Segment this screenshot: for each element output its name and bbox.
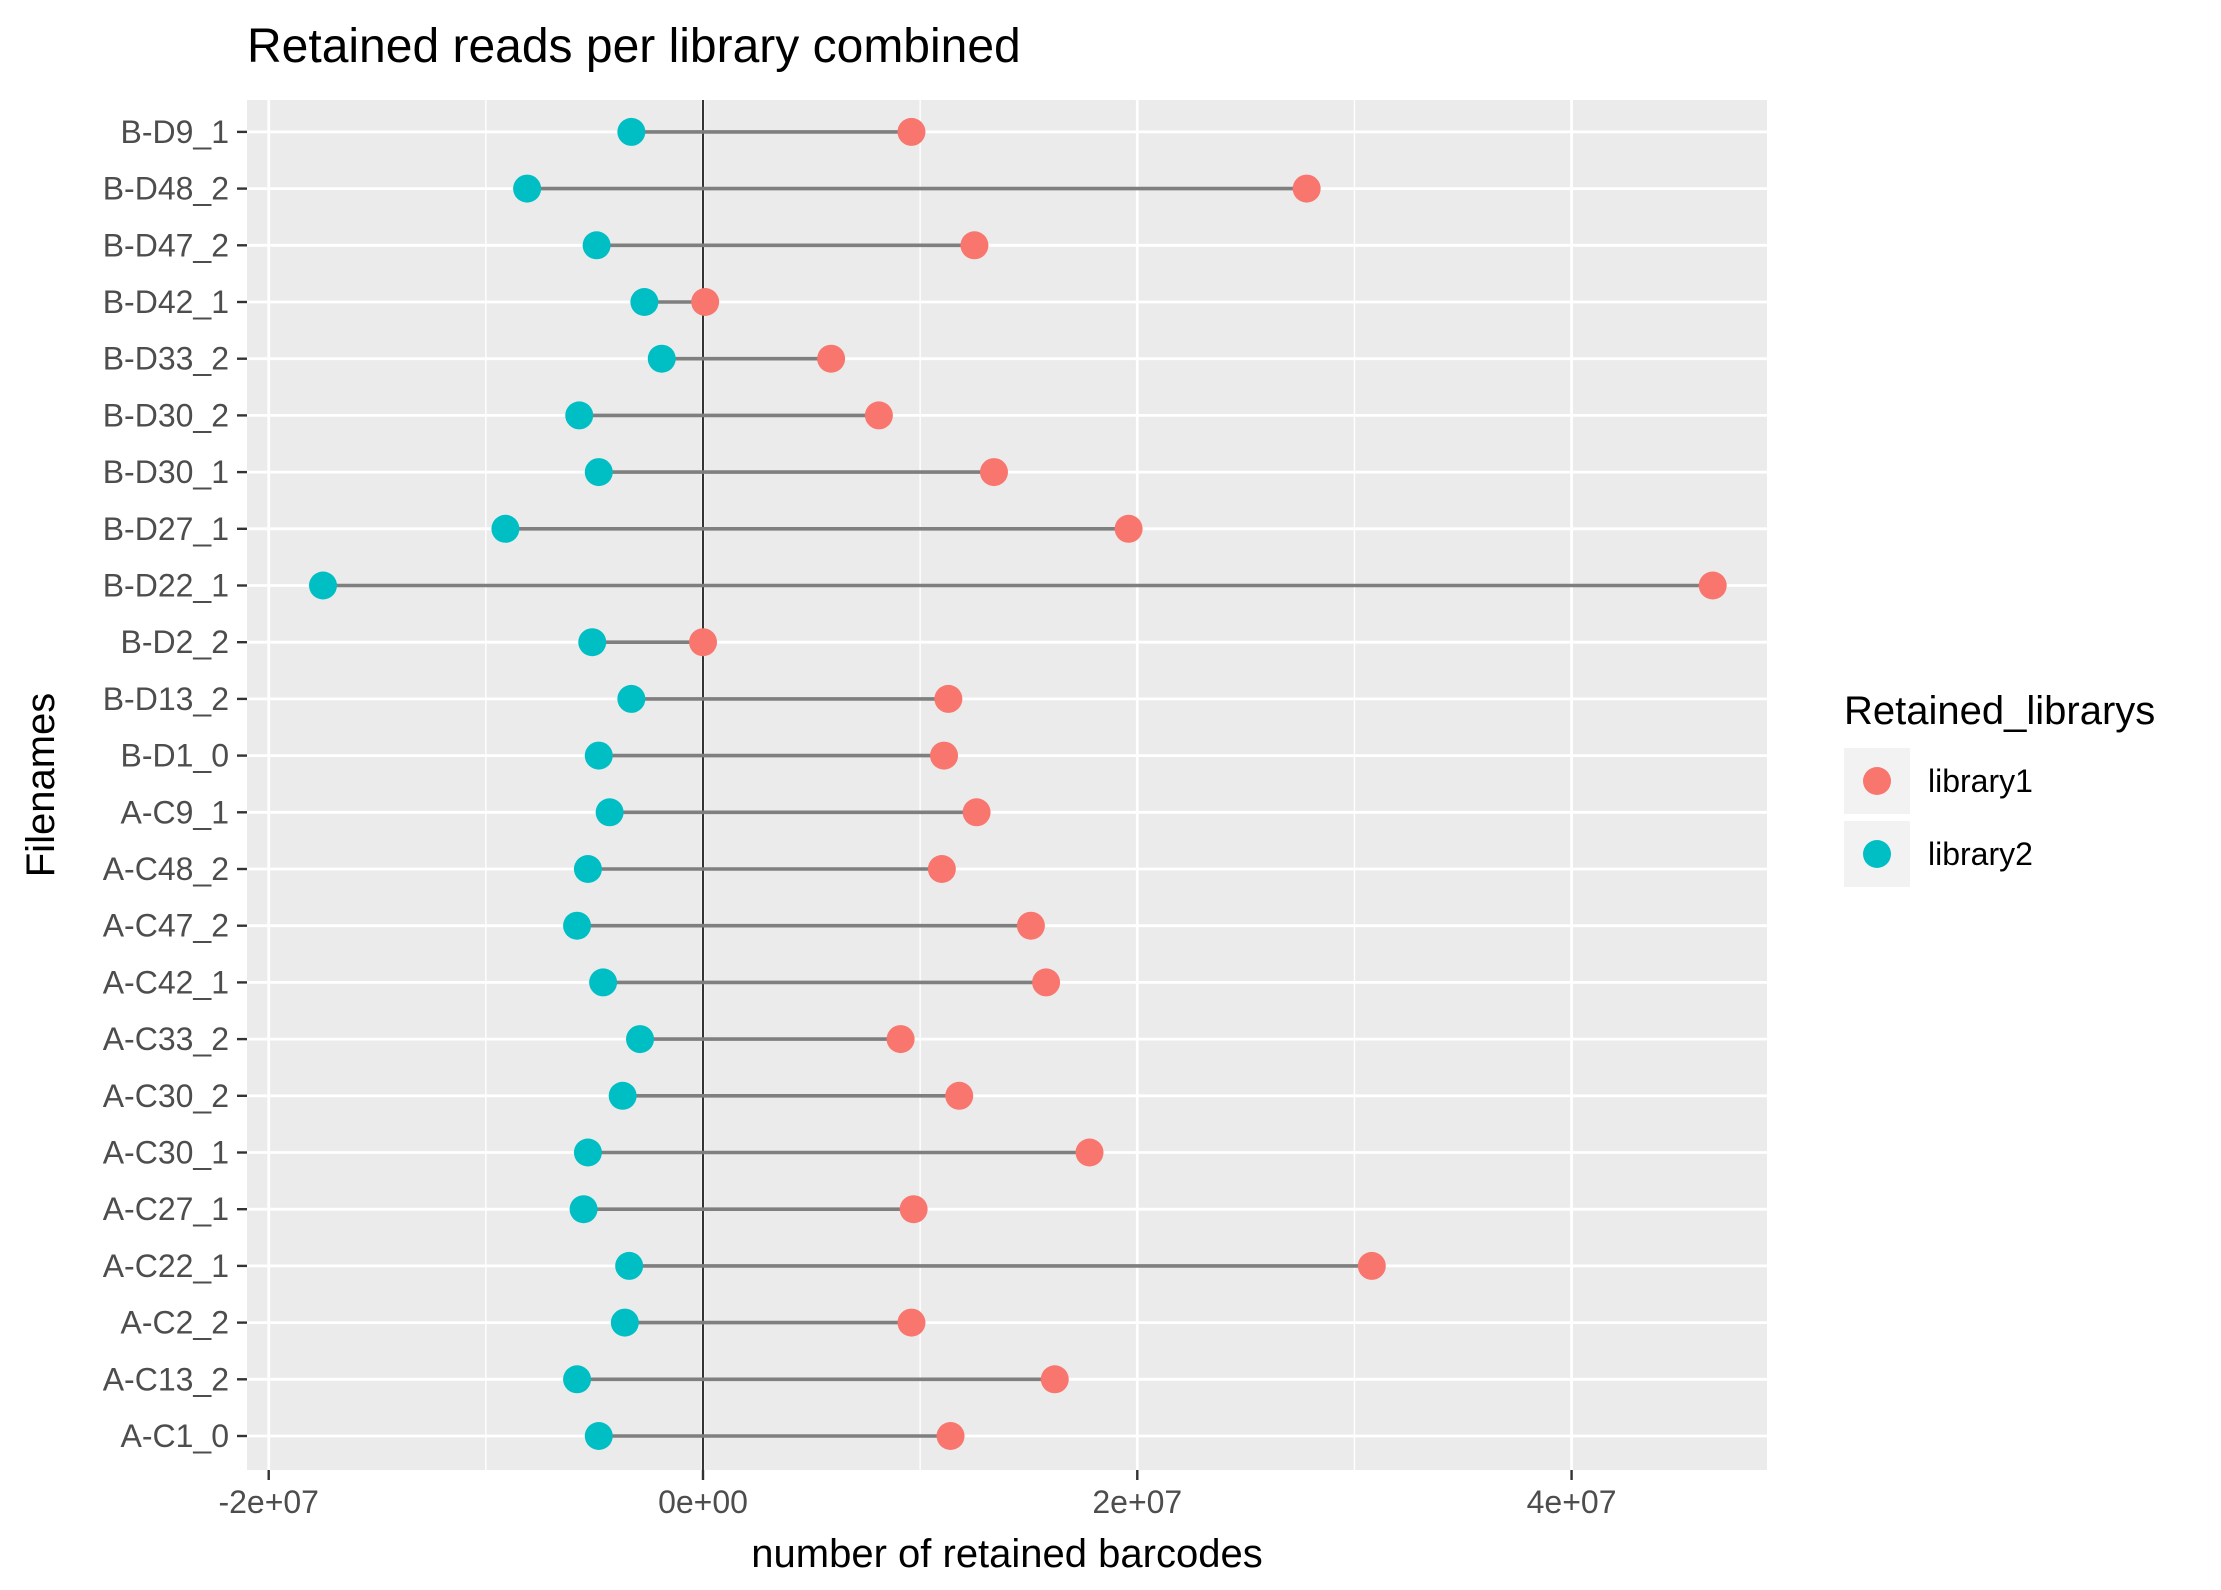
point-library2-A-C42_1 xyxy=(589,968,618,997)
x-tick-label: 0e+00 xyxy=(658,1484,748,1520)
point-library1-A-C30_1 xyxy=(1075,1138,1104,1167)
y-axis: A-C1_0 A-C13_2 A-C2_2 A-C22_1 A-C27_1 A-C30_1… xyxy=(103,114,247,1454)
point-library2-B-D1_0 xyxy=(584,741,613,770)
points xyxy=(309,117,1727,1450)
legend: Retained_librarys library1 library2 xyxy=(1844,689,2155,887)
point-library1-A-C2_2 xyxy=(897,1308,926,1337)
x-axis-title: number of retained barcodes xyxy=(751,1532,1262,1576)
point-library1-A-C9_1 xyxy=(962,798,991,827)
point-library2-B-D30_1 xyxy=(584,458,613,487)
y-tick-label: B-D48_2 xyxy=(103,171,229,207)
legend-title: Retained_librarys xyxy=(1844,689,2155,733)
point-library2-A-C13_2 xyxy=(563,1365,592,1394)
y-tick-label: A-C47_2 xyxy=(103,908,229,944)
point-library1-B-D22_1 xyxy=(1698,571,1727,600)
y-tick-label: A-C42_1 xyxy=(103,964,229,1000)
point-library1-B-D33_2 xyxy=(817,344,846,373)
y-tick-label: A-C48_2 xyxy=(103,851,229,887)
point-library1-B-D42_1 xyxy=(691,288,720,316)
point-library2-A-C48_2 xyxy=(573,855,602,883)
point-library1-A-C33_2 xyxy=(886,1025,915,1054)
y-tick-label: B-D9_1 xyxy=(121,114,230,150)
point-library1-B-D13_2 xyxy=(934,684,963,713)
x-tick-label: 4e+07 xyxy=(1527,1484,1617,1520)
y-tick-label: A-C13_2 xyxy=(103,1361,229,1397)
point-library1-A-C48_2 xyxy=(927,855,956,883)
point-library1-B-D2_2 xyxy=(689,628,717,657)
y-tick-label: A-C9_1 xyxy=(121,794,230,830)
point-library1-B-D48_2 xyxy=(1292,174,1321,203)
point-library2-A-C30_1 xyxy=(573,1138,602,1167)
point-library2-A-C27_1 xyxy=(569,1195,598,1224)
plot-panel xyxy=(247,100,1767,1470)
point-library1-A-C13_2 xyxy=(1040,1365,1069,1394)
legend-dot-library1 xyxy=(1863,767,1891,795)
y-tick-label: B-D13_2 xyxy=(103,681,229,717)
point-library1-A-C42_1 xyxy=(1032,968,1061,997)
y-axis-title: Filenames xyxy=(19,693,63,878)
y-tick-label: B-D30_2 xyxy=(103,397,229,433)
point-library2-B-D9_1 xyxy=(617,117,646,146)
y-tick-label: A-C22_1 xyxy=(103,1248,229,1284)
y-tick-label: B-D42_1 xyxy=(103,284,229,320)
y-tick-label: A-C30_2 xyxy=(103,1078,229,1114)
point-library1-A-C1_0 xyxy=(936,1422,965,1450)
segments xyxy=(323,130,1713,1438)
point-library2-B-D42_1 xyxy=(630,288,659,316)
point-library2-B-D27_1 xyxy=(491,514,520,543)
point-library2-B-D30_2 xyxy=(565,401,594,430)
point-library1-A-C30_2 xyxy=(945,1081,974,1110)
y-tick-label: A-C1_0 xyxy=(121,1418,230,1454)
x-tick-label: 2e+07 xyxy=(1092,1484,1182,1520)
point-library1-A-C47_2 xyxy=(1016,911,1045,940)
point-library2-A-C2_2 xyxy=(610,1308,639,1337)
y-tick-label: B-D22_1 xyxy=(103,568,229,604)
point-library1-B-D9_1 xyxy=(897,117,926,146)
point-library2-A-C47_2 xyxy=(563,911,592,940)
y-tick-label: A-C30_1 xyxy=(103,1135,229,1171)
y-tick-label: B-D47_2 xyxy=(103,227,229,263)
y-tick-label: B-D2_2 xyxy=(121,624,230,660)
point-library2-A-C22_1 xyxy=(615,1251,644,1280)
point-library2-B-D13_2 xyxy=(617,684,646,713)
point-library2-B-D48_2 xyxy=(513,174,542,203)
point-library2-A-C30_2 xyxy=(608,1081,637,1110)
point-library1-B-D1_0 xyxy=(930,741,959,770)
point-library2-B-D2_2 xyxy=(578,628,607,657)
point-library2-A-C1_0 xyxy=(584,1422,613,1450)
y-tick-label: A-C2_2 xyxy=(121,1305,230,1341)
y-tick-label: B-D33_2 xyxy=(103,341,229,377)
point-library1-B-D30_2 xyxy=(864,401,893,430)
point-library1-A-C22_1 xyxy=(1357,1251,1386,1280)
point-library1-B-D47_2 xyxy=(960,231,989,260)
x-tick-label: -2e+07 xyxy=(218,1484,319,1520)
point-library2-B-D47_2 xyxy=(582,231,611,260)
point-library1-A-C27_1 xyxy=(899,1195,928,1224)
point-library1-B-D27_1 xyxy=(1114,514,1143,543)
legend-dot-library2 xyxy=(1863,840,1891,868)
y-tick-label: A-C33_2 xyxy=(103,1021,229,1057)
y-tick-label: B-D27_1 xyxy=(103,511,229,547)
y-tick-label: B-D1_0 xyxy=(121,738,230,774)
x-axis: -2e+07 0e+00 2e+07 4e+07 xyxy=(218,1470,1617,1520)
point-library1-B-D30_1 xyxy=(979,458,1008,487)
point-library2-B-D22_1 xyxy=(309,571,337,600)
legend-label-library1: library1 xyxy=(1928,763,2033,799)
y-tick-label: B-D30_1 xyxy=(103,454,229,490)
y-tick-label: A-C27_1 xyxy=(103,1191,229,1227)
point-library2-A-C33_2 xyxy=(626,1025,655,1054)
legend-label-library2: library2 xyxy=(1928,836,2033,872)
point-library2-A-C9_1 xyxy=(595,798,624,827)
chart-title: Retained reads per library combined xyxy=(247,20,1021,73)
point-library2-B-D33_2 xyxy=(647,344,676,373)
